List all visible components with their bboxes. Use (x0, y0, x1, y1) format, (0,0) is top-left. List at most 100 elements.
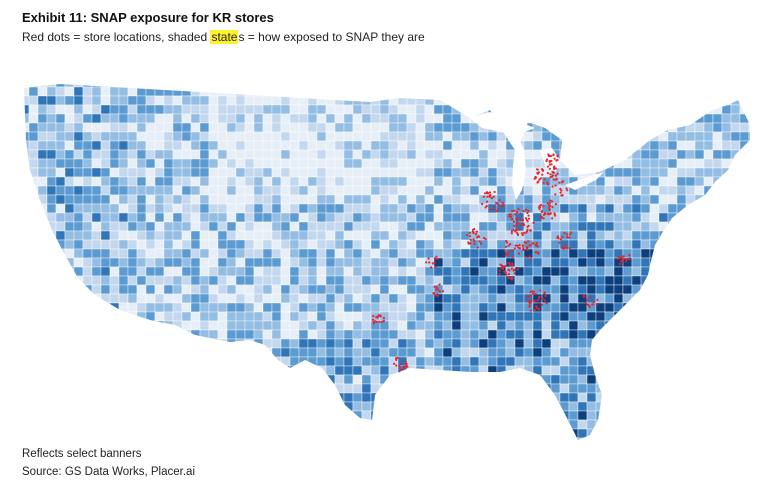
county-cell (532, 329, 543, 340)
county-cell (730, 419, 741, 430)
county-cell (199, 176, 210, 187)
county-cell (262, 104, 273, 115)
county-cell (73, 122, 84, 133)
county-cell (109, 347, 120, 358)
county-cell (307, 266, 318, 277)
county-cell (343, 131, 354, 142)
county-cell (748, 149, 750, 160)
county-cell (460, 185, 471, 196)
county-cell (226, 257, 237, 268)
county-cell (343, 365, 354, 376)
county-cell (667, 122, 678, 133)
county-cell (244, 95, 255, 106)
county-cell (82, 311, 93, 322)
county-cell (541, 257, 552, 268)
county-cell (361, 122, 372, 133)
county-cell (334, 212, 345, 223)
county-cell (397, 194, 408, 205)
county-cell (244, 104, 255, 115)
county-cell (460, 383, 471, 394)
county-cell (568, 365, 579, 376)
county-cell (163, 131, 174, 142)
county-cell (667, 84, 678, 88)
county-cell (694, 239, 705, 250)
county-cell (244, 374, 255, 385)
county-cell (388, 86, 399, 97)
county-cell (397, 212, 408, 223)
county-cell (460, 356, 471, 367)
county-cell (172, 158, 183, 169)
county-cell (451, 158, 462, 169)
county-cell (469, 374, 480, 385)
county-cell (172, 194, 183, 205)
county-cell (694, 356, 705, 367)
county-cell (424, 311, 435, 322)
county-cell (712, 329, 723, 340)
county-cell (280, 311, 291, 322)
county-cell (208, 248, 219, 259)
county-cell (190, 221, 201, 232)
county-cell (109, 140, 120, 151)
county-cell (145, 194, 156, 205)
store-dot (533, 300, 536, 303)
county-cell (550, 311, 561, 322)
county-cell (388, 374, 399, 385)
county-cell (109, 338, 120, 349)
store-dot (476, 246, 479, 249)
county-cell (415, 401, 426, 412)
county-cell (91, 212, 102, 223)
county-cell (433, 410, 444, 421)
county-cell (568, 194, 579, 205)
county-cell (676, 374, 687, 385)
county-cell (136, 122, 147, 133)
county-cell (469, 383, 480, 394)
store-dot (498, 199, 501, 202)
county-cell (514, 365, 525, 376)
county-cell (316, 203, 327, 214)
county-cell (667, 320, 678, 331)
store-dot (435, 255, 438, 258)
county-cell (658, 257, 669, 268)
county-cell (712, 158, 723, 169)
county-cell (505, 356, 516, 367)
county-cell (145, 428, 156, 439)
county-cell (343, 248, 354, 259)
county-cell (289, 311, 300, 322)
county-cell (532, 338, 543, 349)
county-cell (631, 437, 642, 440)
county-cell (172, 374, 183, 385)
county-cell (109, 104, 120, 115)
store-dot (548, 167, 552, 170)
county-cell (208, 257, 219, 268)
county-cell (217, 284, 228, 295)
county-cell (154, 176, 165, 187)
county-cell (550, 122, 561, 133)
store-dot (379, 314, 382, 317)
county-cell (577, 203, 588, 214)
county-cell (478, 84, 489, 88)
store-dot (510, 262, 514, 265)
county-cell (496, 131, 507, 142)
county-cell (748, 84, 750, 88)
county-cell (64, 131, 75, 142)
county-cell (622, 113, 633, 124)
county-cell (235, 221, 246, 232)
county-cell (730, 383, 741, 394)
county-cell (154, 437, 165, 440)
county-cell (109, 185, 120, 196)
county-cell (37, 203, 48, 214)
county-cell (559, 419, 570, 430)
county-cell (361, 212, 372, 223)
store-dot (433, 257, 436, 260)
county-cell (694, 329, 705, 340)
store-dot (542, 217, 545, 220)
county-cell (352, 428, 363, 439)
county-cell (28, 293, 39, 304)
store-dot (596, 298, 599, 302)
county-cell (154, 347, 165, 358)
county-cell (379, 275, 390, 286)
county-cell (712, 275, 723, 286)
county-cell (46, 248, 57, 259)
county-cell (118, 203, 129, 214)
county-cell (217, 356, 228, 367)
